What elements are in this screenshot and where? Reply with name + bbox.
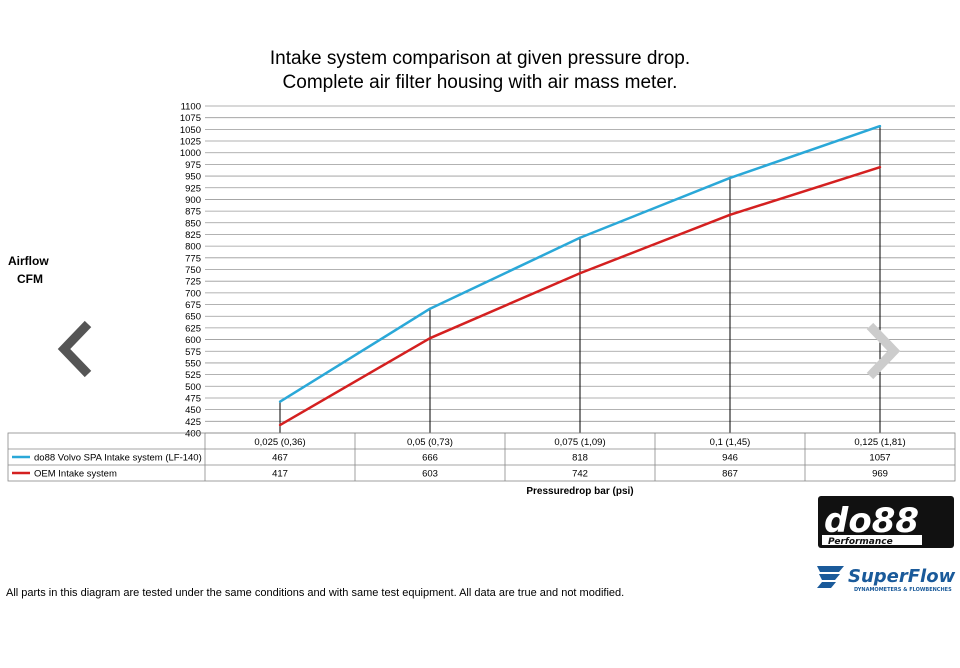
y-tick-label: 525 (185, 370, 201, 381)
data-point (878, 124, 882, 128)
y-tick-label: 550 (185, 358, 201, 369)
y-tick-label: 825 (185, 230, 201, 241)
y-tick-label: 1025 (180, 137, 201, 148)
data-table-frame (7, 432, 956, 482)
y-tick-label: 800 (185, 242, 201, 253)
data-table-cell: 969 (872, 469, 888, 480)
do88-logo: do88 Performance (816, 494, 958, 555)
y-tick-label: 575 (185, 347, 201, 358)
do88-logo-subtext: Performance (828, 537, 893, 547)
x-tick-label: 0,075 (1,09) (554, 437, 605, 448)
y-tick-label: 675 (185, 300, 201, 311)
x-axis-label: Pressuredrop bar (psi) (526, 486, 634, 497)
y-axis-label-line-1: Airflow (8, 254, 49, 268)
y-tick-label: 875 (185, 207, 201, 218)
data-table-cell: 946 (722, 453, 738, 464)
data-table-cell: 666 (422, 453, 438, 464)
x-tick-label: 0,1 (1,45) (710, 437, 751, 448)
y-tick-label: 750 (185, 265, 201, 276)
chevron-right-icon (866, 322, 901, 380)
legend-label: do88 Volvo SPA Intake system (LF-140) (34, 453, 202, 464)
y-tick-label: 1100 (181, 102, 201, 113)
x-tick-label: 0,025 (0,36) (254, 437, 305, 448)
data-point (878, 165, 882, 169)
y-tick-label: 600 (185, 335, 201, 346)
data-table-cell: 742 (572, 469, 588, 480)
data-table-cell: 603 (422, 469, 438, 480)
y-tick-label: 450 (185, 405, 201, 416)
data-point (278, 400, 282, 403)
do88-logo-text: do88 (824, 501, 919, 541)
legend-label: OEM Intake system (34, 469, 117, 480)
data-table-cell: 867 (722, 469, 738, 480)
chart-title-line-1: Intake system comparison at given pressu… (269, 48, 691, 69)
data-point (728, 176, 732, 180)
next-button[interactable] (862, 320, 902, 387)
data-point (578, 236, 582, 239)
data-point (578, 272, 582, 275)
data-table-cell: 417 (272, 469, 288, 480)
chart-title-line-2: Complete air filter housing with air mas… (282, 72, 678, 93)
data-table-cell: 467 (272, 453, 288, 464)
y-tick-label: 900 (185, 195, 201, 206)
y-tick-label: 1000 (180, 148, 201, 159)
y-tick-label: 425 (185, 417, 201, 428)
y-tick-label: 1075 (180, 113, 201, 124)
previous-button[interactable] (56, 318, 96, 385)
y-tick-label: 700 (185, 288, 201, 299)
data-point (428, 307, 432, 310)
y-tick-label: 650 (185, 312, 201, 323)
y-tick-label: 925 (185, 183, 201, 194)
data-point (728, 213, 732, 217)
line-chart: 4004254504755005255505756006256506757007… (7, 102, 956, 482)
y-tick-label: 500 (185, 382, 201, 393)
y-tick-label: 975 (185, 160, 201, 171)
x-tick-label: 0,125 (1,81) (854, 437, 905, 448)
data-table-cell: 818 (572, 453, 588, 464)
y-tick-label: 475 (185, 393, 201, 404)
superflow-logo-text: SuperFlow (848, 566, 956, 587)
y-tick-label: 1050 (180, 125, 201, 136)
x-tick-label: 0,05 (0,73) (407, 437, 453, 448)
superflow-logo: SuperFlow DYNAMOMETERS & FLOWBENCHES (814, 560, 958, 601)
y-tick-label: 850 (185, 218, 201, 229)
superflow-logo-subtext: DYNAMOMETERS & FLOWBENCHES (854, 587, 952, 593)
data-point (428, 336, 432, 340)
data-point (278, 423, 282, 427)
y-tick-label: 950 (185, 172, 201, 183)
y-tick-label: 775 (185, 253, 201, 264)
data-table-cell: 1057 (869, 453, 890, 464)
footnote: All parts in this diagram are tested und… (6, 587, 625, 599)
y-tick-label: 400 (185, 429, 201, 440)
y-axis-label-line-2: CFM (17, 272, 43, 286)
chevron-left-icon (57, 320, 92, 378)
y-tick-label: 725 (185, 277, 201, 288)
y-tick-label: 625 (185, 323, 201, 334)
